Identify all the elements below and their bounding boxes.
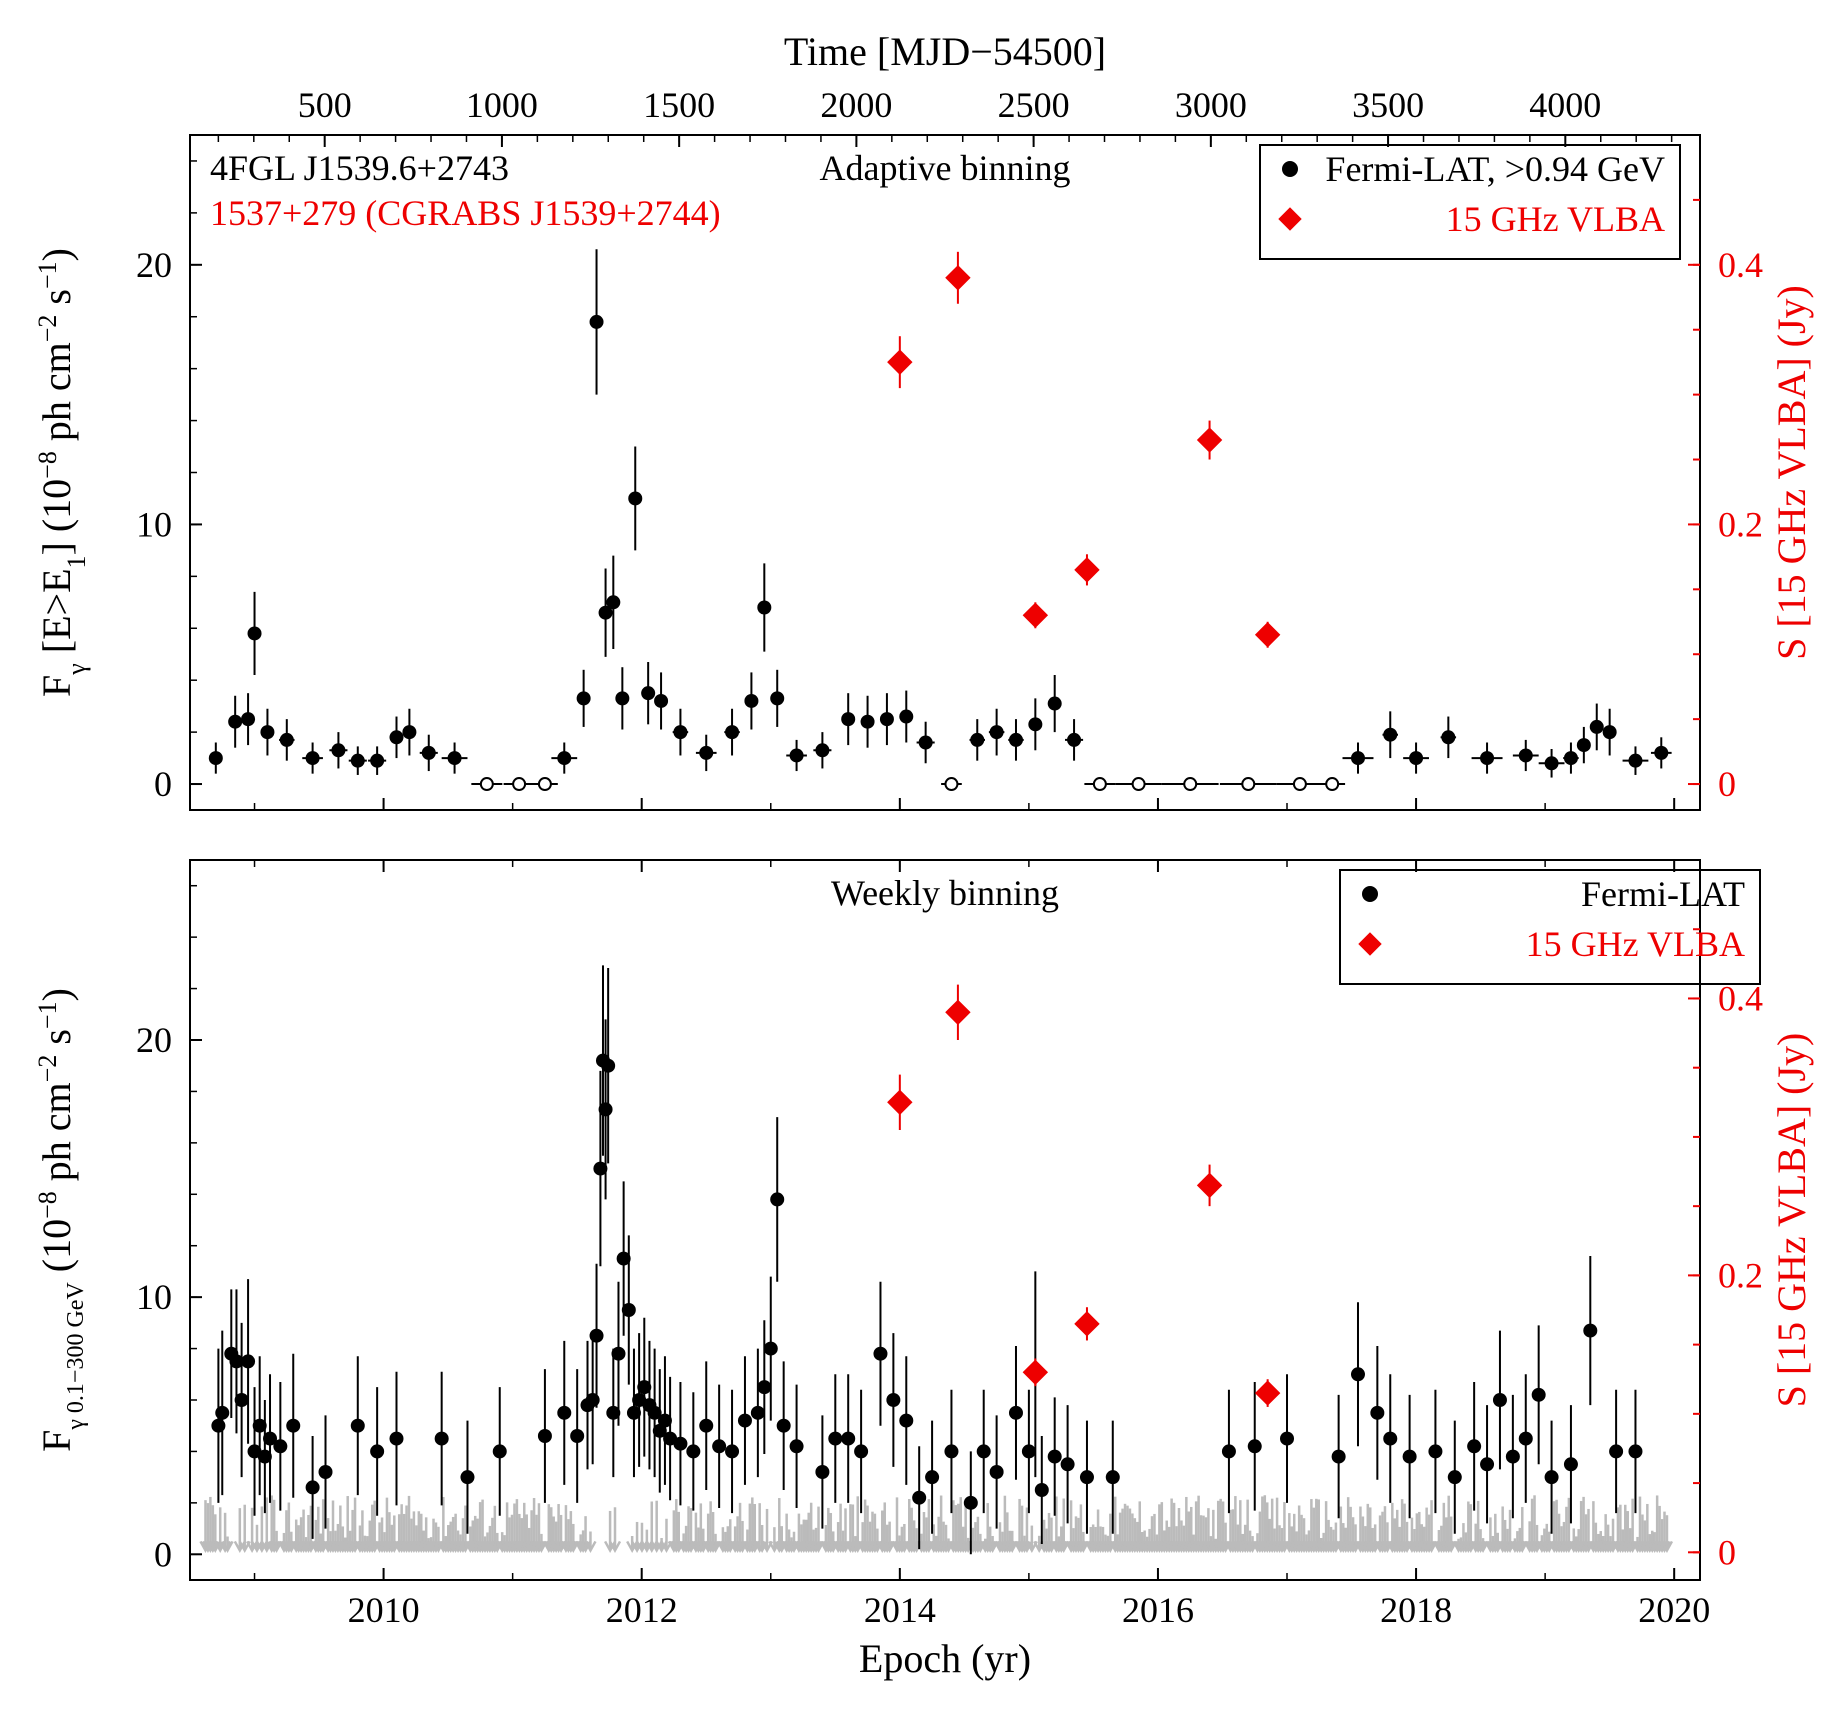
svg-text:2018: 2018 xyxy=(1380,1590,1452,1630)
svg-text:3500: 3500 xyxy=(1352,85,1424,125)
svg-text:2010: 2010 xyxy=(348,1590,420,1630)
svg-text:0: 0 xyxy=(1718,764,1736,804)
svg-text:0.4: 0.4 xyxy=(1718,245,1763,285)
svg-text:2020: 2020 xyxy=(1638,1590,1710,1630)
svg-text:Epoch (yr): Epoch (yr) xyxy=(859,1636,1031,1681)
svg-text:Fγ 0.1−300 GeV (10−8 ph cm−2 s: Fγ 0.1−300 GeV (10−8 ph cm−2 s−1) xyxy=(33,988,90,1452)
svg-text:3000: 3000 xyxy=(1175,85,1247,125)
svg-text:2500: 2500 xyxy=(998,85,1070,125)
svg-text:Weekly binning: Weekly binning xyxy=(831,873,1059,913)
svg-text:S [15 GHz VLBA] (Jy): S [15 GHz VLBA] (Jy) xyxy=(1769,285,1814,660)
svg-text:Fγ [E>E1] (10−8 ph cm−2 s−1): Fγ [E>E1] (10−8 ph cm−2 s−1) xyxy=(33,248,91,697)
svg-text:Time [MJD−54500]: Time [MJD−54500] xyxy=(784,29,1106,74)
svg-text:4000: 4000 xyxy=(1529,85,1601,125)
svg-text:15 GHz VLBA: 15 GHz VLBA xyxy=(1526,924,1745,964)
chart-svg: 5001000150020002500300035004000Time [MJD… xyxy=(20,20,1826,1691)
svg-text:1500: 1500 xyxy=(643,85,715,125)
svg-text:2000: 2000 xyxy=(820,85,892,125)
svg-text:20: 20 xyxy=(136,1020,172,1060)
figure-root: 5001000150020002500300035004000Time [MJD… xyxy=(20,20,1826,1691)
svg-text:0: 0 xyxy=(154,1534,172,1574)
svg-text:0.2: 0.2 xyxy=(1718,1255,1763,1295)
svg-text:0.2: 0.2 xyxy=(1718,504,1763,544)
svg-text:Fermi-LAT, >0.94 GeV: Fermi-LAT, >0.94 GeV xyxy=(1325,149,1665,189)
svg-text:2014: 2014 xyxy=(864,1590,936,1630)
svg-text:Fermi-LAT: Fermi-LAT xyxy=(1581,874,1745,914)
svg-text:20: 20 xyxy=(136,245,172,285)
svg-text:15 GHz VLBA: 15 GHz VLBA xyxy=(1446,199,1665,239)
svg-text:2012: 2012 xyxy=(606,1590,678,1630)
svg-text:0: 0 xyxy=(154,764,172,804)
svg-text:Adaptive binning: Adaptive binning xyxy=(820,148,1071,188)
svg-text:1537+279 (CGRABS J1539+2744): 1537+279 (CGRABS J1539+2744) xyxy=(210,193,721,233)
svg-text:S [15 GHz VLBA] (Jy): S [15 GHz VLBA] (Jy) xyxy=(1769,1033,1814,1408)
svg-text:10: 10 xyxy=(136,1277,172,1317)
svg-text:0: 0 xyxy=(1718,1532,1736,1572)
svg-text:500: 500 xyxy=(298,85,352,125)
svg-text:1000: 1000 xyxy=(466,85,538,125)
svg-text:2016: 2016 xyxy=(1122,1590,1194,1630)
svg-text:10: 10 xyxy=(136,504,172,544)
svg-text:4FGL J1539.6+2743: 4FGL J1539.6+2743 xyxy=(210,148,509,188)
